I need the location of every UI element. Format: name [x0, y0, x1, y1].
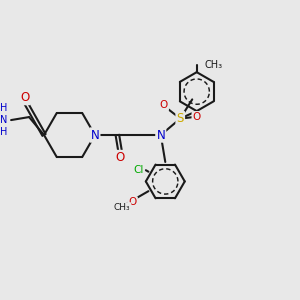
- Text: O: O: [160, 100, 168, 110]
- Text: O: O: [116, 151, 125, 164]
- Text: O: O: [20, 91, 29, 104]
- Text: N: N: [156, 128, 165, 142]
- Text: CH₃: CH₃: [114, 203, 130, 212]
- Text: CH₃: CH₃: [204, 60, 222, 70]
- Text: O: O: [128, 197, 137, 207]
- Text: H
N
H: H N H: [0, 103, 7, 137]
- Text: O: O: [193, 112, 201, 122]
- Text: N: N: [91, 128, 99, 142]
- Text: Cl: Cl: [133, 165, 143, 175]
- Text: S: S: [177, 112, 184, 125]
